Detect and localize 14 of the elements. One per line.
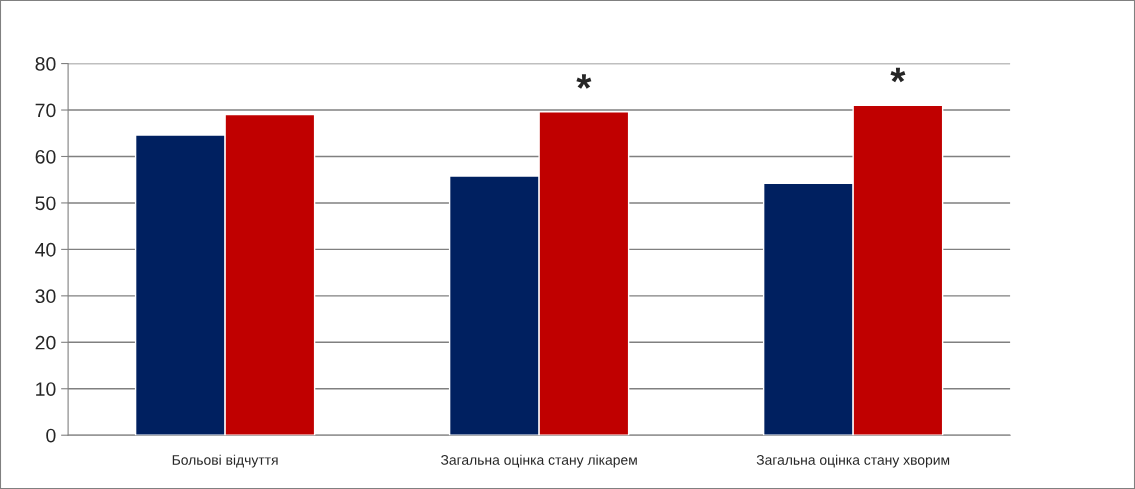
y-tick-label: 70 [35, 103, 56, 118]
y-tick-label: 50 [35, 196, 56, 211]
x-tick-label: Загальна оцінка стану лікарем [440, 454, 637, 468]
y-tick-label: 80 [35, 57, 56, 71]
x-tick-label: Загальна оцінка стану хворим [756, 454, 950, 468]
x-tick-label: Больові відчуття [172, 454, 278, 468]
annotation: * [576, 74, 592, 89]
annotation: * [890, 67, 906, 83]
y-tick-label: 10 [36, 382, 56, 396]
y-tick-label: 40 [35, 242, 56, 257]
y-tick-label: 30 [35, 289, 56, 304]
y-tick-label: 20 [35, 335, 56, 350]
y-tick-label: 60 [35, 149, 56, 164]
y-tick-label: 0 [46, 428, 56, 443]
